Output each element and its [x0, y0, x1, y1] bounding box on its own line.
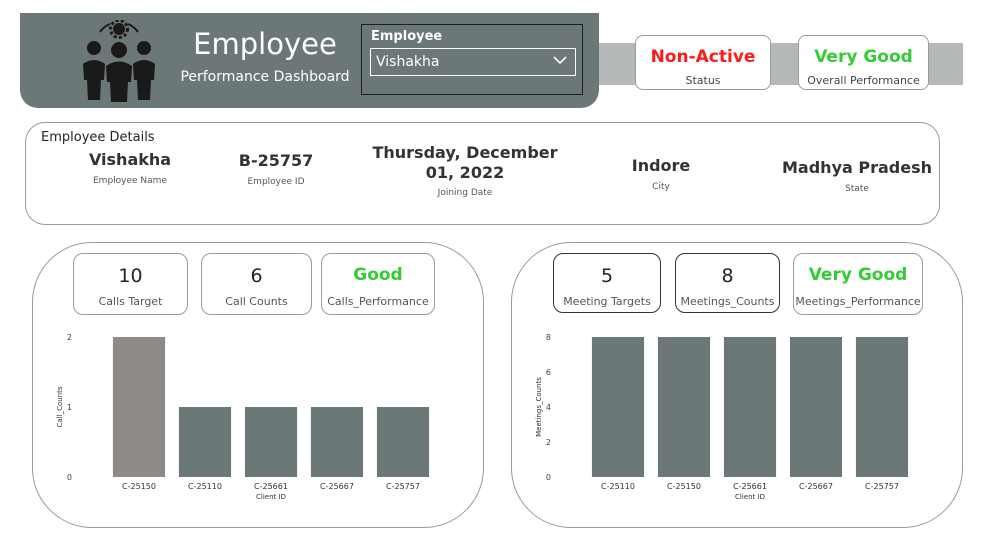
city-value: Indore	[631, 156, 691, 175]
meetings-performance-value: Very Good	[808, 265, 908, 285]
state-value: Madhya Pradesh	[782, 158, 932, 177]
calls-x-tick-label: C-25150	[122, 482, 156, 491]
meetings-performance-card: Very Good Meetings_Performance	[793, 253, 923, 315]
overall-performance-value: Very Good	[814, 47, 913, 67]
calls-x-axis-label: Client ID	[256, 493, 286, 501]
meetings-x-tick-label: C-25110	[601, 482, 635, 491]
meetings-bar	[789, 337, 843, 477]
calls-target-value: 10	[118, 265, 143, 287]
slicer-label: Employee	[371, 29, 443, 44]
city-label: City	[652, 182, 670, 192]
meetings-bar	[591, 337, 645, 477]
calls-x-tick-label: C-25661	[254, 482, 288, 491]
employee-id-label: Employee ID	[247, 177, 305, 187]
calls-x-tick-label: C-25667	[320, 482, 354, 491]
calls-bar	[310, 407, 364, 477]
calls-performance-value: Good	[353, 265, 403, 285]
calls-performance-card: Good Calls_Performance	[321, 253, 435, 315]
meetings-bar	[855, 337, 909, 477]
status-label: Status	[685, 74, 721, 87]
meetings-counts-value: 8	[721, 265, 734, 287]
overall-performance-card: Very Good Overall Performance	[798, 35, 929, 90]
call-counts-value: 6	[250, 265, 263, 287]
employee-details-heading: Employee Details	[41, 130, 155, 145]
calls-bar	[244, 407, 298, 477]
calls-target-card: 10 Calls Target	[73, 253, 188, 315]
meetings-x-tick-label: C-25667	[799, 482, 833, 491]
meetings-bar-chart: 0 2 4 6 8 Meetings_Counts C-25110 C-25150 C-2566…	[535, 333, 909, 501]
calls-y-tick-label: 0	[67, 473, 72, 482]
employee-name-value: Vishakha	[88, 150, 172, 169]
employee-dropdown-value: Vishakha	[376, 54, 440, 70]
meetings-x-tick-label: C-25661	[733, 482, 767, 491]
meetings-x-tick-label: C-25757	[865, 482, 899, 491]
calls-y-tick-label: 1	[67, 403, 72, 412]
joining-date-label: Joining Date	[437, 188, 493, 198]
page-title: Employee	[193, 27, 337, 61]
team-icon	[83, 20, 155, 102]
meetings-bar	[657, 337, 711, 477]
calls-x-tick-label: C-25110	[188, 482, 222, 491]
meetings-bar	[723, 337, 777, 477]
meetings-counts-card: 8 Meetings_Counts	[675, 253, 780, 313]
meeting-targets-card: 5 Meeting Targets	[553, 253, 661, 313]
call-counts-label: Call Counts	[225, 295, 288, 308]
call-counts-card: 6 Call Counts	[201, 253, 312, 315]
employee-details-panel	[25, 122, 940, 225]
meetings-x-axis-label: Client ID	[735, 493, 765, 501]
calls-panel	[32, 242, 484, 528]
meetings-y-tick-label: 6	[546, 368, 551, 377]
calls-x-tick-label: C-25757	[386, 482, 420, 491]
meetings-y-tick-label: 4	[546, 403, 551, 412]
meeting-targets-value: 5	[600, 265, 614, 287]
employee-id-value: B-25757	[238, 151, 314, 170]
meetings-y-axis-label: Meetings_Counts	[535, 377, 543, 437]
state-label: State	[845, 184, 869, 194]
calls-bar-chart: 0 1 2 Call_Counts C-25150 C-25110 C-25661 C-256…	[56, 333, 430, 501]
chevron-down-icon[interactable]	[553, 53, 567, 67]
calls-bar	[178, 407, 232, 477]
meetings-y-tick-label: 2	[546, 438, 551, 447]
calls-performance-label: Calls_Performance	[327, 295, 429, 308]
status-value: Non-Active	[650, 47, 756, 67]
meetings-x-tick-label: C-25150	[667, 482, 701, 491]
meetings-counts-label: Meetings_Counts	[680, 295, 775, 308]
meetings-y-tick-label: 8	[546, 333, 551, 342]
joining-date-value: Thursday, December 01, 2022	[372, 143, 558, 182]
employee-name-label: Employee Name	[93, 176, 167, 186]
calls-target-label: Calls Target	[98, 295, 163, 308]
status-card: Non-Active Status	[635, 35, 771, 90]
employee-slicer[interactable]: Employee ⌄ Vishakha	[361, 24, 583, 95]
calls-y-tick-label: 2	[67, 333, 72, 342]
meeting-targets-label: Meeting Targets	[563, 295, 651, 308]
meetings-panel	[511, 242, 963, 528]
slicer-collapse-icon[interactable]: ⌄	[561, 29, 572, 43]
calls-bar	[376, 407, 430, 477]
page-subtitle: Performance Dashboard	[180, 69, 350, 85]
overall-performance-label: Overall Performance	[807, 74, 920, 87]
meetings-performance-label: Meetings_Performance	[795, 295, 921, 308]
meetings-y-tick-label: 0	[546, 473, 551, 482]
employee-dropdown[interactable]: Vishakha	[370, 48, 576, 76]
calls-y-axis-label: Call_Counts	[56, 386, 64, 427]
calls-bar	[112, 337, 166, 477]
